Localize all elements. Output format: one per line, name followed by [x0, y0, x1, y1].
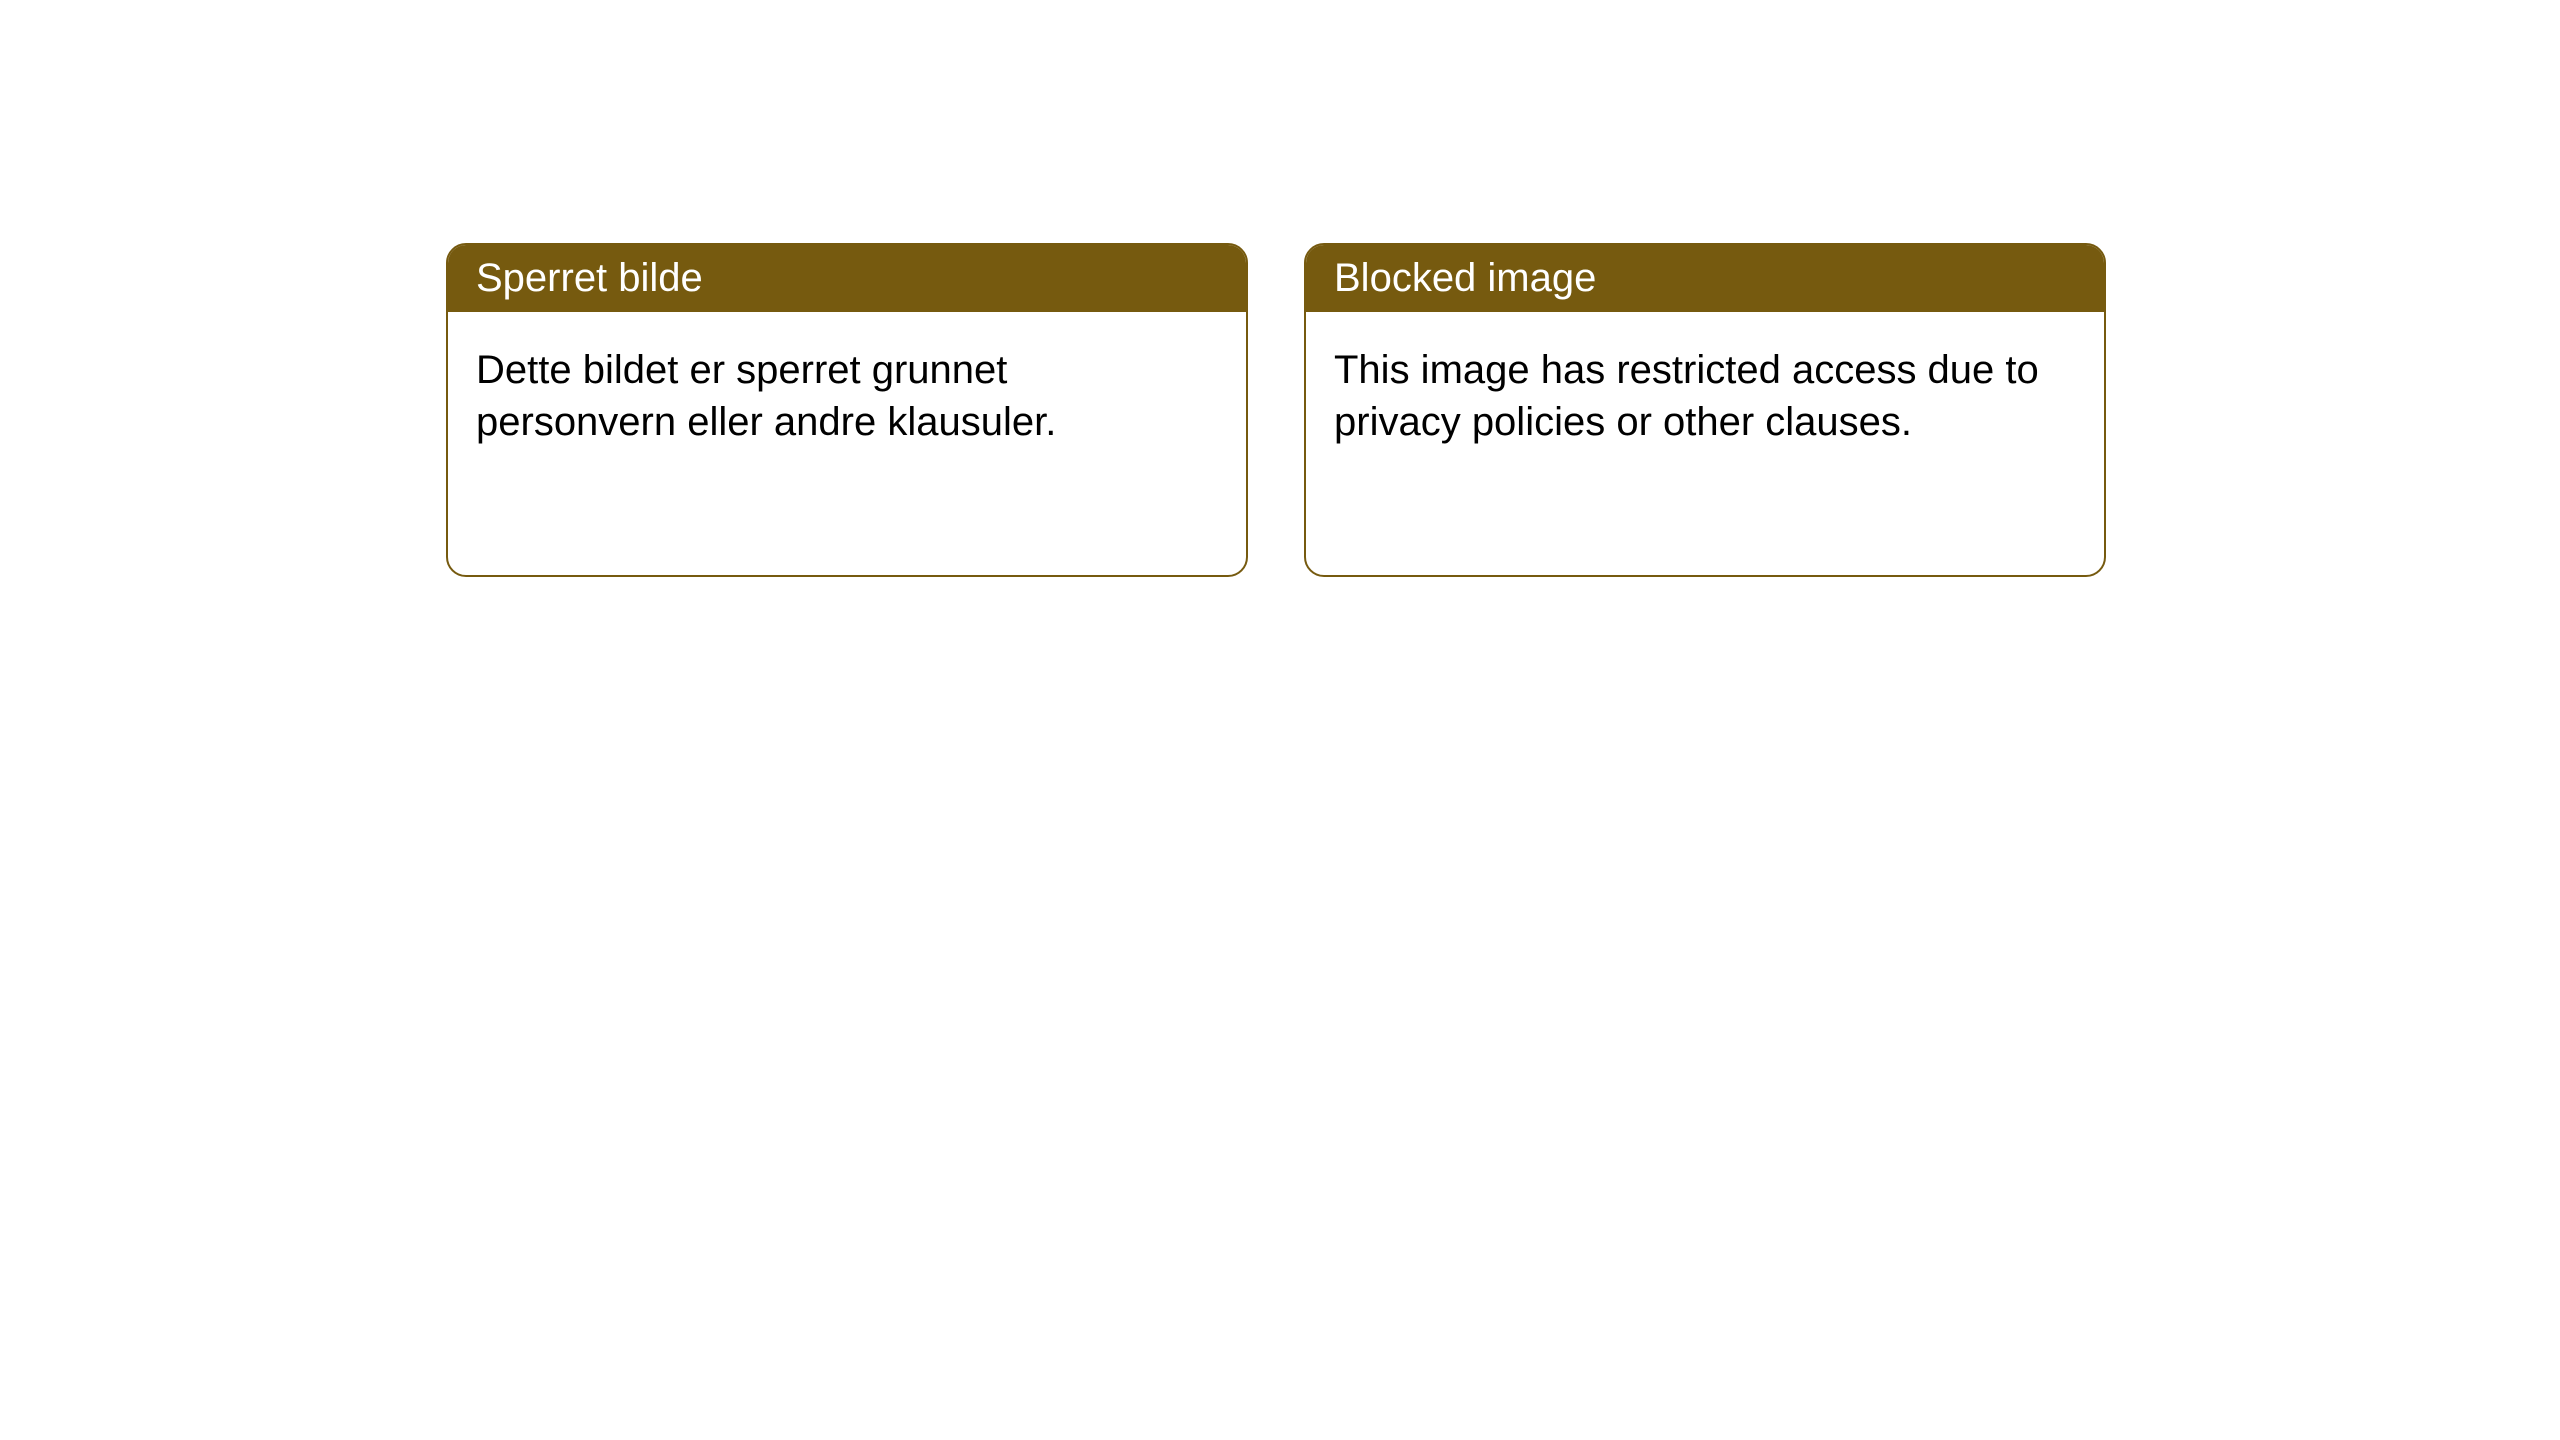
notice-card-english: Blocked image This image has restricted …	[1304, 243, 2106, 577]
notice-body: Dette bildet er sperret grunnet personve…	[448, 312, 1246, 480]
notice-title: Blocked image	[1306, 245, 2104, 312]
notice-container: Sperret bilde Dette bildet er sperret gr…	[0, 0, 2560, 577]
notice-card-norwegian: Sperret bilde Dette bildet er sperret gr…	[446, 243, 1248, 577]
notice-body: This image has restricted access due to …	[1306, 312, 2104, 480]
notice-title: Sperret bilde	[448, 245, 1246, 312]
